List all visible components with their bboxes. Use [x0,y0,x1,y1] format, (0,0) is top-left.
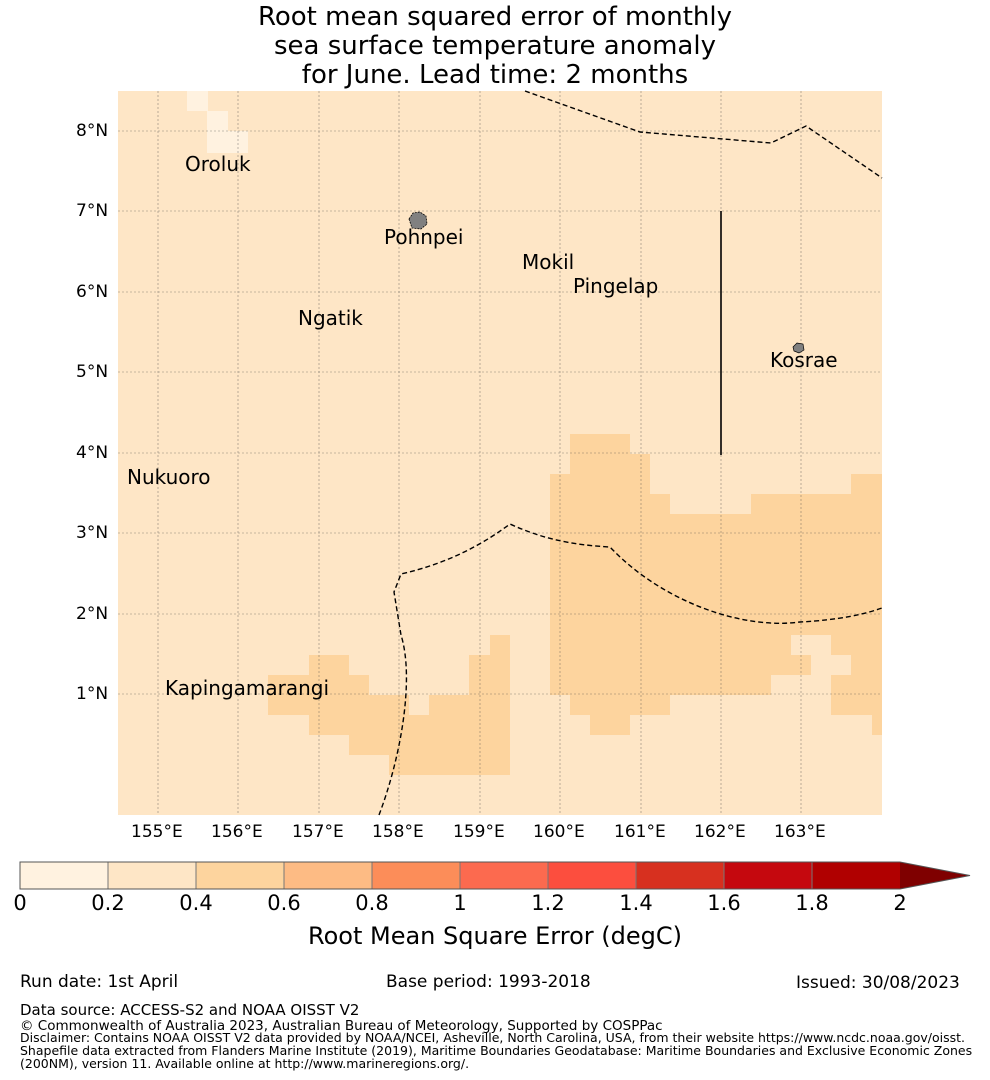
lon-tick: 159°E [453,822,505,842]
colorbar-tick: 0.8 [355,891,389,915]
rmse-map [19,90,971,890]
lat-tick: 7°N [76,201,109,221]
map-title-line-3: for June. Lead time: 2 months [301,60,689,90]
run-date: Run date: 1st April [20,972,179,992]
disclaimer-line-1: Disclaimer: Contains NOAA OISST V2 data … [20,1030,965,1045]
copyright-notice: © Commonwealth of Australia 2023, Austra… [20,1018,663,1034]
lon-tick: 155°E [131,822,183,842]
lon-tick: 161°E [614,822,666,842]
rmse-region-east [550,434,882,735]
colorbar [19,861,971,890]
map-title-line-1: Root mean squared error of monthly [257,2,733,32]
place-label-mokil: Mokil [522,250,575,274]
place-label-pingelap: Pingelap [573,274,659,298]
disclaimer-line-3: (200NM), version 11. Available online at… [20,1056,470,1071]
data-source: Data source: ACCESS-S2 and NOAA OISST V2 [20,1001,360,1019]
place-label-kapingamarangi: Kapingamarangi [165,676,330,700]
colorbar-tick: 1.4 [619,891,653,915]
issued-date: Issued: 30/08/2023 [796,973,960,993]
lat-tick: 5°N [76,362,109,382]
colorbar-tick: 0.2 [91,891,125,915]
kosrae-island-shape [792,342,805,354]
lon-tick: 163°E [774,822,826,842]
lon-tick: 158°E [372,822,424,842]
place-label-nukuoro: Nukuoro [127,465,211,489]
place-label-kosrae: Kosrae [770,348,838,372]
pohnpei-island-shape [408,211,428,230]
colorbar-tick: 2 [893,891,907,915]
colorbar-label: Root Mean Square Error (degC) [308,922,682,950]
colorbar-tick: 0.4 [179,891,213,915]
colorbar-tick: 0.6 [267,891,301,915]
base-period: Base period: 1993-2018 [386,972,591,992]
eez-boundaries [378,90,883,816]
colorbar-tick: 1.8 [795,891,829,915]
lat-tick: 6°N [76,282,109,302]
place-label-ngatik: Ngatik [298,306,363,330]
colorbar-tick: 1 [453,891,467,915]
rmse-cell-gap [409,695,429,715]
lat-tick: 3°N [76,523,109,543]
colorbar-tick: 1.2 [531,891,565,915]
colorbar-tick: 1.6 [707,891,741,915]
place-label-pohnpei: Pohnpei [384,225,464,249]
lat-tick: 4°N [76,443,109,463]
lon-tick: 160°E [533,822,585,842]
lat-tick: 8°N [76,121,109,141]
rmse-region-southwest-2 [268,635,510,775]
place-label-oroluk: Oroluk [185,152,251,176]
lon-tick: 156°E [211,822,263,842]
graticule [118,91,882,815]
lon-tick: 162°E [694,822,746,842]
lat-tick: 1°N [76,684,109,704]
map-title-line-2: sea surface temperature anomaly [274,31,716,61]
lat-tick: 2°N [76,604,109,624]
disclaimer-line-2: Shapefile data extracted from Flanders M… [20,1043,973,1058]
colorbar-tick: 0 [13,891,27,915]
lon-tick: 157°E [292,822,344,842]
